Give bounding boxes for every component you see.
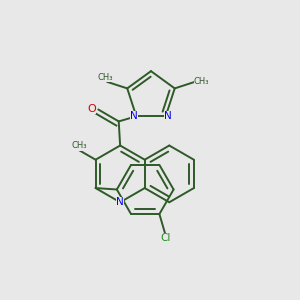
Text: N: N — [116, 197, 124, 207]
Text: N: N — [130, 111, 138, 121]
Text: O: O — [87, 104, 96, 114]
Text: CH₃: CH₃ — [194, 77, 209, 86]
Text: N: N — [164, 111, 172, 121]
Text: Cl: Cl — [160, 233, 171, 243]
Text: CH₃: CH₃ — [98, 73, 113, 82]
Text: CH₃: CH₃ — [72, 142, 87, 151]
